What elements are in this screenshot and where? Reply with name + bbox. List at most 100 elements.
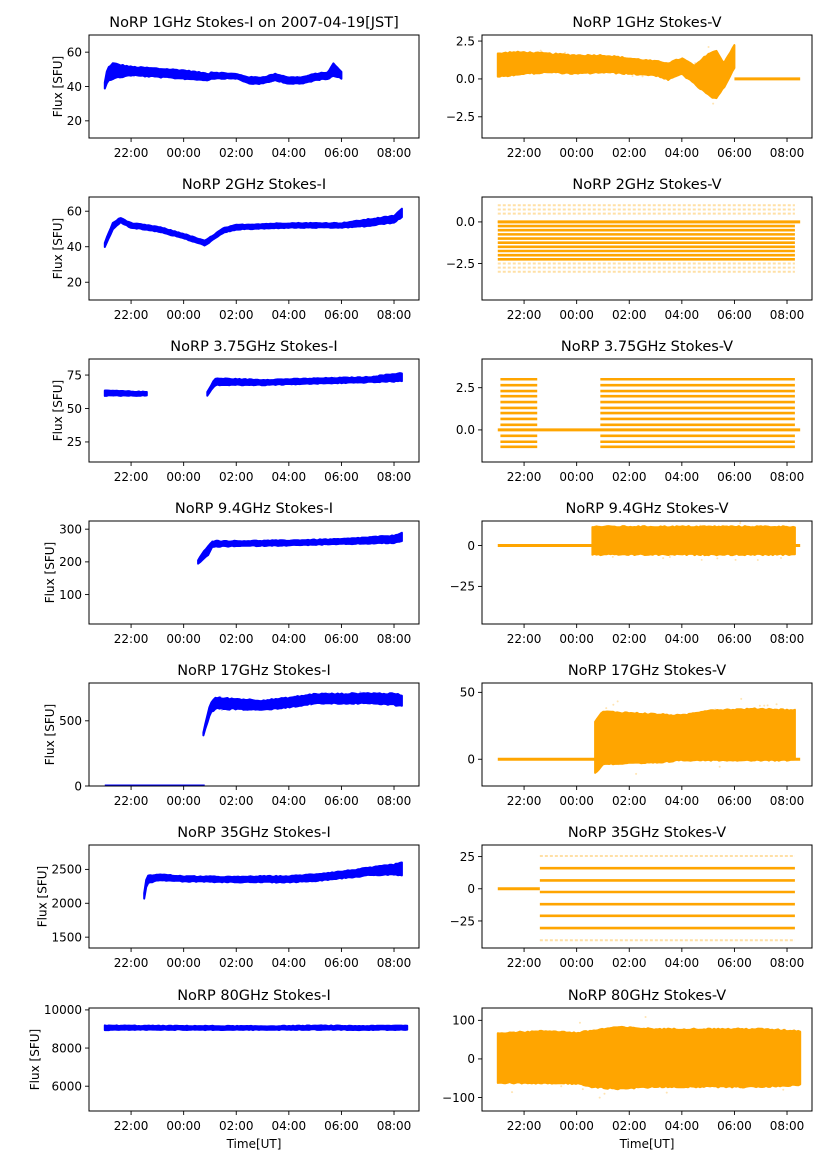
outlier-point — [355, 542, 358, 545]
outlier-point — [200, 559, 203, 562]
outlier-point — [336, 692, 339, 695]
outlier-point — [315, 693, 318, 696]
outlier-point — [694, 62, 697, 65]
x-tick-label: 02:00 — [612, 794, 647, 808]
y-tick-label: 40 — [67, 240, 82, 254]
outlier-point — [130, 390, 133, 393]
y-tick-label: 0.0 — [456, 423, 475, 437]
plot-area — [103, 62, 343, 90]
series-band — [496, 44, 736, 105]
y-tick-label: 100 — [452, 1014, 475, 1028]
outlier-point — [581, 1088, 584, 1091]
outlier-point — [383, 374, 386, 377]
outlier-point — [232, 1028, 235, 1031]
outlier-point — [211, 540, 214, 543]
outlier-point — [292, 82, 295, 85]
axes-frame — [481, 682, 813, 787]
x-tick-label: 22:00 — [114, 794, 149, 808]
x-tick-label: 02:00 — [612, 1119, 647, 1133]
outlier-point — [782, 1088, 785, 1091]
x-tick-label: 00:00 — [559, 470, 594, 484]
outlier-point — [766, 704, 769, 707]
outlier-point — [718, 765, 721, 768]
x-tick-label: 02:00 — [219, 632, 254, 646]
x-tick-label: 00:00 — [559, 1119, 594, 1133]
x-tick-label: 06:00 — [324, 146, 359, 160]
x-tick-label: 04:00 — [665, 308, 700, 322]
x-tick-label: 04:00 — [665, 632, 700, 646]
x-tick-label: 08:00 — [770, 146, 805, 160]
outlier-point — [227, 880, 230, 883]
series-band — [143, 861, 403, 900]
outlier-point — [179, 1028, 182, 1031]
axes-frame — [481, 520, 813, 625]
outlier-point — [211, 880, 214, 883]
y-tick-label: 50 — [460, 686, 475, 700]
y-tick-label: 25 — [67, 435, 82, 449]
subplot-8: −25 0 22:00 00:00 02:00 04:00 06:00 08:00 NoRP 9… — [450, 501, 813, 646]
x-tick-label: 06:00 — [717, 794, 752, 808]
subplot-11: 1500 2000 2500 22:00 00:00 02:00 04:00 06:00 08:… — [36, 825, 420, 970]
x-tick-label: 08:00 — [770, 956, 805, 970]
y-tick-label: 25 — [460, 850, 475, 864]
outlier-point — [140, 223, 143, 226]
outlier-point — [112, 394, 115, 397]
outlier-point — [344, 382, 347, 385]
x-tick-label: 08:00 — [377, 632, 412, 646]
outlier-point — [228, 72, 231, 75]
outlier-point — [255, 379, 258, 382]
outlier-point — [511, 1091, 514, 1094]
x-tick-label: 06:00 — [324, 470, 359, 484]
band-area — [143, 861, 403, 900]
plot-area — [103, 1024, 409, 1032]
outlier-point — [298, 76, 301, 79]
x-axis-label: Time[UT] — [226, 1137, 282, 1151]
y-tick-label: 100 — [59, 588, 82, 602]
outlier-point — [254, 76, 257, 79]
y-tick-label: 2.5 — [456, 34, 475, 48]
series-segment-1 — [103, 389, 148, 398]
outlier-point — [780, 557, 783, 560]
x-tick-label: 22:00 — [114, 632, 149, 646]
outlier-point — [328, 692, 331, 695]
x-tick-label: 02:00 — [219, 146, 254, 160]
y-tick-label: −2.5 — [446, 257, 475, 271]
axes-frame — [481, 196, 813, 301]
y-tick-label: 20 — [67, 114, 82, 128]
y-tick-label: 0 — [467, 1052, 475, 1066]
x-tick-label: 06:00 — [324, 308, 359, 322]
band-area — [206, 372, 403, 397]
y-tick-label: 6000 — [51, 1080, 82, 1094]
x-tick-label: 00:00 — [166, 146, 201, 160]
outlier-point — [154, 1024, 157, 1027]
y-tick-label: 1500 — [51, 930, 82, 944]
outlier-point — [662, 557, 665, 560]
outlier-point — [117, 389, 120, 392]
outlier-point — [132, 75, 135, 78]
outlier-point — [383, 1028, 386, 1031]
subplot-12: −25 0 25 22:00 00:00 02:00 04:00 06:00 08:00 NoRP… — [450, 825, 813, 970]
x-tick-label: 22:00 — [114, 146, 149, 160]
outlier-point — [118, 77, 121, 80]
series-band — [594, 697, 796, 775]
outlier-point — [306, 74, 309, 77]
x-tick-label: 04:00 — [665, 1119, 700, 1133]
x-tick-label: 22:00 — [114, 1119, 149, 1133]
axes-frame — [481, 358, 813, 463]
outlier-point — [333, 376, 336, 379]
y-tick-label: 8000 — [51, 1041, 82, 1055]
outlier-point — [324, 543, 327, 546]
band-area — [594, 707, 796, 774]
axes-frame — [88, 682, 420, 787]
y-tick-label: 300 — [59, 522, 82, 536]
x-tick-label: 06:00 — [717, 956, 752, 970]
outlier-point — [111, 389, 114, 392]
outlier-point — [386, 380, 389, 383]
outlier-point — [177, 875, 180, 878]
y-axis-label: Flux [SFU] — [43, 704, 57, 765]
outlier-point — [333, 538, 336, 541]
x-tick-label: 08:00 — [377, 308, 412, 322]
outlier-point — [320, 543, 323, 546]
outlier-point — [603, 1092, 606, 1095]
outlier-point — [226, 231, 229, 234]
